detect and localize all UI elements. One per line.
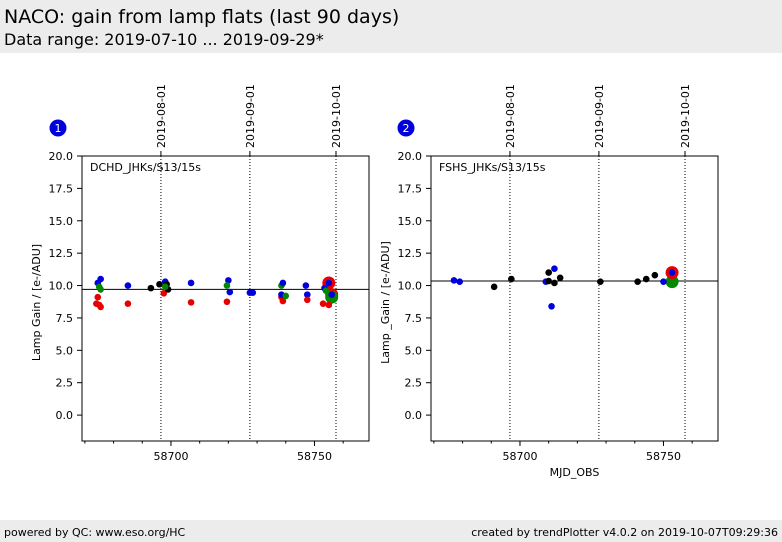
y-tick-label: 12.5 [49, 247, 74, 260]
y-tick-label: 7.5 [56, 312, 74, 325]
data-point [279, 279, 287, 287]
y-tick-label: 7.5 [405, 312, 423, 325]
y-axis-label: Lamp Gain / [e-/ADU] [30, 244, 43, 361]
footer-timestamp: created by trendPlotter v4.0.2 on 2019-1… [471, 526, 778, 539]
data-point [490, 283, 498, 291]
x-axis-label: MJD_OBS [550, 466, 600, 479]
panel-label: FSHS_JHKs/S13/15s [439, 161, 546, 174]
y-tick-label: 2.5 [56, 377, 74, 390]
panel-label: DCHD_JHKs/S13/15s [90, 161, 201, 174]
data-point [450, 277, 458, 284]
data-point [545, 277, 552, 285]
y-tick-label: 0.0 [405, 409, 423, 422]
y-tick-label: 2.5 [405, 377, 423, 390]
data-point [161, 283, 169, 291]
data-point [651, 271, 659, 279]
footer-bar: powered by QC: www.eso.org/HC created by… [0, 520, 782, 542]
panel-1: 58700 58750 0.0 2.5 5.0 7.5 10.0 12.5 15.0 17.5 20… [30, 84, 370, 463]
data-point [660, 278, 667, 285]
data-point [124, 300, 132, 307]
data-point [322, 287, 330, 295]
data-point [303, 291, 311, 298]
data-point [124, 282, 132, 289]
date-marker-label: 2019-09-01 [244, 84, 257, 148]
data-point [223, 298, 231, 306]
y-tick-label: 20.0 [398, 150, 423, 163]
axes-frame [430, 155, 719, 442]
y-axis-label: Lamp _Gain / [e-/ADU] [379, 241, 392, 364]
data-point [94, 293, 102, 301]
panel-2: 58700 58750 0.0 2.5 5.0 7.5 10.0 12.5 15.0 17.5 20… [379, 84, 719, 479]
date-marker-label: 2019-10-01 [679, 84, 692, 148]
data-point [319, 300, 327, 307]
data-point [156, 280, 163, 288]
date-marker-label: 2019-09-01 [593, 84, 606, 148]
x-tick-label: 58700 [502, 450, 537, 463]
header-bar: NACO: gain from lamp flats (last 90 days… [0, 0, 782, 53]
data-point [634, 278, 641, 285]
data-point [456, 278, 464, 285]
date-marker-label: 2019-08-01 [504, 84, 517, 148]
panel-number-label: 1 [55, 122, 62, 135]
x-tick-label: 58750 [646, 450, 681, 463]
x-tick-label: 58700 [153, 450, 188, 463]
data-point [325, 279, 333, 287]
date-marker-label: 2019-10-01 [330, 84, 343, 148]
y-tick-label: 17.5 [49, 182, 74, 195]
data-point [668, 269, 676, 276]
y-tick-label: 10.0 [49, 280, 74, 293]
y-tick-label: 12.5 [398, 247, 423, 260]
data-point [279, 297, 287, 305]
data-point [187, 299, 195, 306]
data-point [97, 303, 104, 311]
y-tick-label: 15.0 [49, 215, 74, 228]
page-subtitle: Data range: 2019-07-10 ... 2019-09-29* [4, 30, 324, 49]
data-point [328, 291, 335, 298]
y-tick-label: 20.0 [49, 150, 74, 163]
date-marker-label: 2019-08-01 [155, 84, 168, 148]
data-point [226, 288, 234, 296]
panel-number-badge [397, 119, 415, 137]
data-point [551, 265, 558, 273]
panel-number-badge [49, 119, 67, 137]
y-tick-label: 0.0 [56, 409, 74, 422]
axes-frame [81, 155, 370, 442]
y-tick-label: 5.0 [405, 344, 423, 357]
data-point [302, 282, 310, 289]
panel-number-label: 2 [403, 122, 410, 135]
data-point [223, 282, 231, 289]
data-point [249, 289, 257, 296]
data-point [97, 275, 104, 283]
y-tick-label: 5.0 [56, 344, 74, 357]
data-point [147, 284, 155, 292]
data-point [187, 279, 195, 287]
data-point [160, 290, 168, 297]
data-point [556, 274, 564, 282]
data-point [545, 269, 552, 276]
data-point [597, 278, 604, 285]
y-tick-label: 10.0 [398, 280, 423, 293]
y-tick-label: 17.5 [398, 182, 423, 195]
data-point [508, 275, 515, 283]
footer-credit: powered by QC: www.eso.org/HC [4, 526, 186, 539]
x-tick-label: 58750 [297, 450, 332, 463]
trend-plot: 58700 587500.02.55.07.510.012.515.017.520… [30, 84, 719, 479]
data-point [325, 301, 333, 309]
page-title: NACO: gain from lamp flats (last 90 days… [4, 6, 400, 28]
data-point [665, 275, 679, 289]
data-point [551, 279, 558, 287]
data-point [225, 277, 232, 284]
data-point [97, 286, 104, 293]
y-tick-label: 15.0 [398, 215, 423, 228]
data-point [303, 296, 311, 304]
data-point [548, 302, 555, 310]
data-point [642, 275, 650, 283]
data-point [282, 292, 290, 300]
